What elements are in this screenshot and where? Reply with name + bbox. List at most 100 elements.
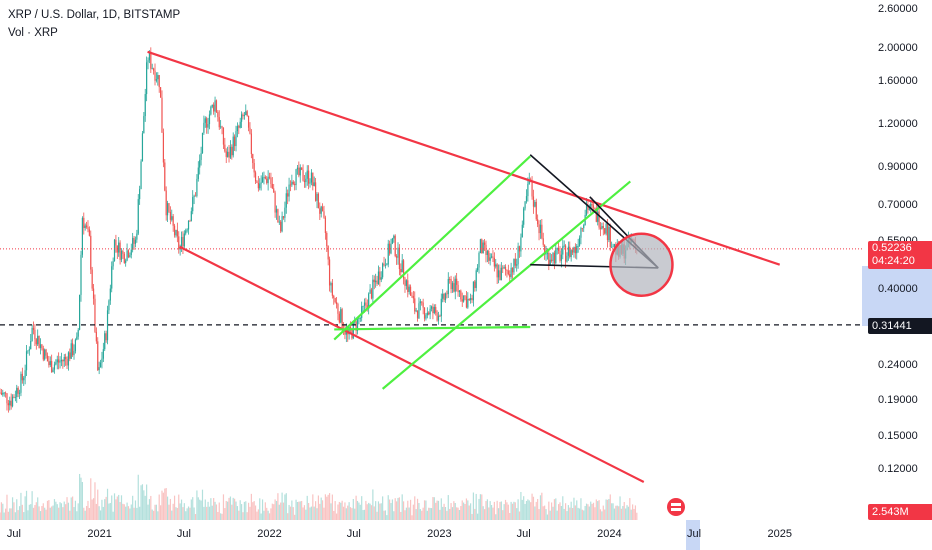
volume-bar bbox=[402, 501, 405, 520]
volume-bar bbox=[65, 504, 67, 520]
candle-body bbox=[17, 387, 19, 394]
volume-bar bbox=[38, 506, 40, 520]
volume-bar bbox=[345, 508, 347, 520]
candle-body bbox=[499, 270, 501, 281]
volume-bar bbox=[309, 507, 311, 520]
volume-bar bbox=[106, 488, 109, 520]
candle-body bbox=[331, 282, 333, 296]
candle-body bbox=[263, 176, 265, 178]
volume-bar bbox=[359, 504, 361, 520]
volume-bar bbox=[552, 506, 554, 520]
volume-bar bbox=[386, 515, 388, 520]
time-scale[interactable]: Jul 2021 Jul 2022 Jul 2023 Jul 2024 Jul 2025 bbox=[0, 520, 932, 550]
volume-bar bbox=[51, 506, 53, 520]
candle-body bbox=[175, 229, 177, 236]
volume-bar bbox=[576, 500, 578, 520]
volume-bar bbox=[338, 501, 340, 520]
volume-bar bbox=[444, 507, 447, 520]
candle-body bbox=[521, 224, 523, 238]
price-scale[interactable]: 2.60000 2.00000 1.60000 1.20000 0.90000 0.700… bbox=[862, 0, 932, 520]
volume-bar bbox=[299, 501, 301, 520]
volume-bar bbox=[510, 501, 512, 520]
volume-bar bbox=[11, 497, 14, 520]
candle-body bbox=[320, 206, 322, 214]
volume-bar bbox=[113, 493, 116, 520]
candle-body bbox=[280, 221, 282, 232]
candle-body bbox=[497, 270, 500, 278]
volume-bar bbox=[449, 508, 451, 520]
candle-body bbox=[402, 260, 405, 279]
volume-bar bbox=[187, 506, 190, 520]
candle-body bbox=[284, 207, 286, 218]
volume-bar bbox=[418, 503, 420, 520]
volume-bar bbox=[601, 511, 603, 520]
candle-body bbox=[204, 118, 206, 123]
candle-body bbox=[386, 264, 388, 266]
volume-bar bbox=[55, 501, 57, 520]
volume-bar bbox=[21, 504, 23, 520]
candle-body bbox=[412, 296, 414, 299]
candle-body bbox=[404, 278, 406, 286]
candle-body bbox=[315, 182, 317, 201]
volume-bar bbox=[524, 503, 526, 520]
candle-body bbox=[393, 235, 395, 239]
volume-bar bbox=[69, 510, 71, 520]
candle-body bbox=[435, 307, 437, 313]
candle-body bbox=[172, 216, 174, 226]
candle-body bbox=[123, 253, 125, 263]
volume-bar bbox=[92, 498, 95, 520]
chart-area[interactable]: XRP / U.S. Dollar, 1D, BITSTAMP Vol · XR… bbox=[0, 0, 862, 520]
alert-icon-bar bbox=[671, 508, 681, 511]
volume-bar bbox=[423, 500, 426, 520]
volume-bar bbox=[151, 509, 153, 520]
volume-bar bbox=[594, 507, 596, 520]
volume-bar bbox=[405, 507, 407, 520]
candle-body bbox=[203, 122, 205, 133]
candle-body bbox=[523, 208, 525, 225]
candle-body bbox=[9, 400, 11, 406]
volume-bar bbox=[266, 507, 268, 520]
candle-body bbox=[443, 293, 445, 301]
volume-bar bbox=[626, 505, 628, 520]
volume-bar bbox=[471, 513, 473, 520]
volume-bar bbox=[94, 482, 96, 520]
volume-bar bbox=[566, 511, 568, 520]
price-chart[interactable] bbox=[0, 0, 862, 520]
volume-bar bbox=[428, 507, 430, 520]
candle-body bbox=[375, 280, 377, 283]
volume-bar bbox=[246, 512, 248, 520]
candle-body bbox=[260, 182, 262, 184]
volume-bar bbox=[612, 503, 614, 520]
candle-body bbox=[76, 336, 78, 340]
volume-bar bbox=[422, 507, 424, 520]
candle-body bbox=[153, 68, 155, 71]
volume-bar bbox=[382, 496, 384, 520]
volume-bar bbox=[401, 494, 403, 520]
candle-body bbox=[566, 255, 568, 262]
volume-bar bbox=[280, 502, 282, 520]
volume-bar bbox=[521, 499, 523, 520]
candle-body bbox=[302, 169, 304, 181]
candle-body bbox=[155, 79, 158, 81]
candle-body bbox=[95, 331, 97, 342]
volume-bar bbox=[383, 510, 385, 520]
volume-bar bbox=[129, 508, 131, 520]
volume-bar bbox=[472, 492, 475, 520]
candle-body bbox=[447, 279, 449, 295]
candle-body bbox=[165, 190, 167, 216]
volume-bar bbox=[208, 506, 211, 520]
volume-bar bbox=[486, 499, 488, 520]
candle-body bbox=[436, 312, 438, 321]
candle-body bbox=[470, 298, 472, 300]
volume-badge: 2.543M bbox=[868, 504, 932, 520]
time-tick-label: Jul bbox=[346, 528, 361, 540]
candle-body bbox=[187, 220, 190, 230]
candle-body bbox=[576, 246, 578, 254]
volume-bar bbox=[95, 503, 97, 520]
volume-bar bbox=[76, 511, 78, 520]
candle-body bbox=[39, 344, 42, 348]
volume-bar bbox=[221, 513, 223, 520]
candle-body bbox=[101, 358, 103, 363]
candle-body bbox=[528, 179, 530, 184]
candle-body bbox=[151, 68, 153, 70]
